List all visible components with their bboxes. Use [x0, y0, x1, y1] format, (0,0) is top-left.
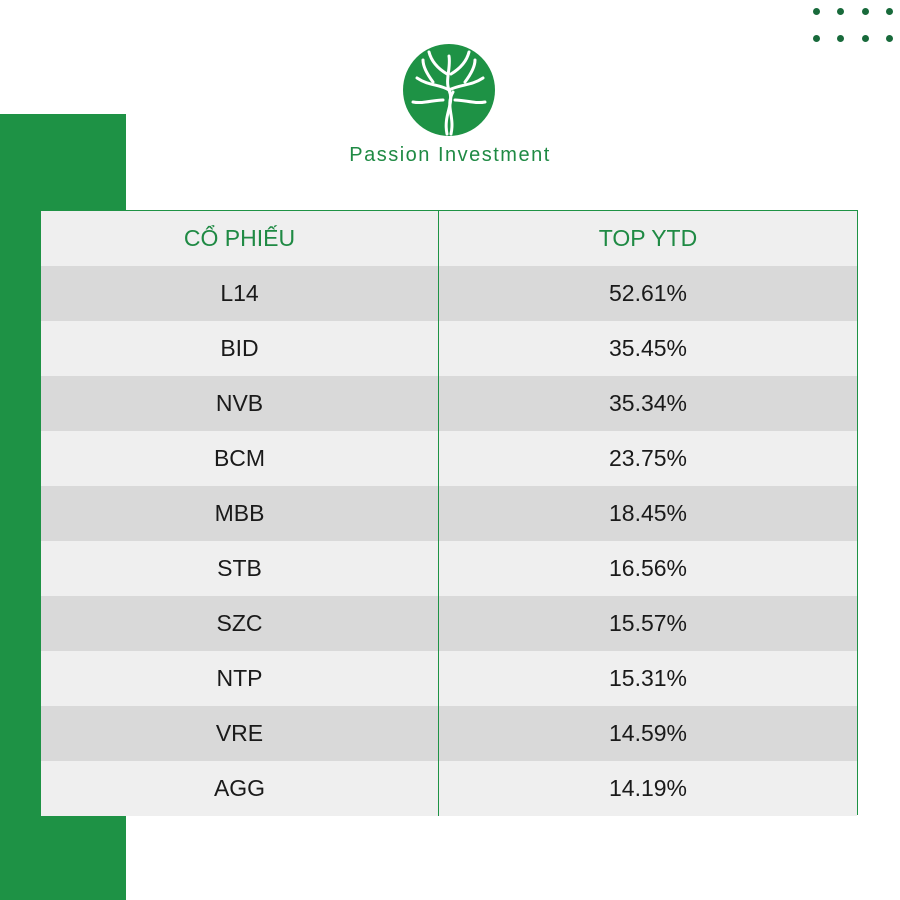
- table-row: AGG 14.19%: [41, 761, 857, 816]
- ticker-cell: NVB: [41, 376, 439, 431]
- header-ytd: TOP YTD: [438, 211, 857, 266]
- table-row: MBB 18.45%: [41, 486, 857, 541]
- table-row: SZC 15.57%: [41, 596, 857, 651]
- ytd-cell: 35.45%: [438, 321, 857, 376]
- table-header-row: CỔ PHIẾU TOP YTD: [41, 211, 857, 266]
- table-row: BID 35.45%: [41, 321, 857, 376]
- ytd-cell: 14.59%: [438, 706, 857, 761]
- dot-grid-icon: [813, 8, 893, 48]
- ytd-cell: 18.45%: [438, 486, 857, 541]
- brand-name: Passion Investment: [349, 144, 551, 166]
- ranking-table: CỔ PHIẾU TOP YTD L14 52.61% BID 35.45% N…: [40, 210, 858, 816]
- ticker-cell: L14: [41, 266, 439, 321]
- ytd-cell: 15.57%: [438, 596, 857, 651]
- ticker-cell: VRE: [41, 706, 439, 761]
- header-ticker: CỔ PHIẾU: [41, 211, 439, 266]
- ytd-cell: 16.56%: [438, 541, 857, 596]
- table-row: VRE 14.59%: [41, 706, 857, 761]
- ytd-cell: 35.34%: [438, 376, 857, 431]
- table-row: NTP 15.31%: [41, 651, 857, 706]
- ytd-cell: 15.31%: [438, 651, 857, 706]
- ticker-cell: BCM: [41, 431, 439, 486]
- table-row: L14 52.61%: [41, 266, 857, 321]
- ticker-cell: BID: [41, 321, 439, 376]
- ticker-cell: MBB: [41, 486, 439, 541]
- tree-logo-icon: [403, 44, 495, 136]
- ytd-cell: 52.61%: [438, 266, 857, 321]
- table-row: NVB 35.34%: [41, 376, 857, 431]
- ytd-cell: 14.19%: [438, 761, 857, 816]
- ticker-cell: NTP: [41, 651, 439, 706]
- ticker-cell: SZC: [41, 596, 439, 651]
- ytd-cell: 23.75%: [438, 431, 857, 486]
- table-row: STB 16.56%: [41, 541, 857, 596]
- table-row: BCM 23.75%: [41, 431, 857, 486]
- ticker-cell: AGG: [41, 761, 439, 816]
- ticker-cell: STB: [41, 541, 439, 596]
